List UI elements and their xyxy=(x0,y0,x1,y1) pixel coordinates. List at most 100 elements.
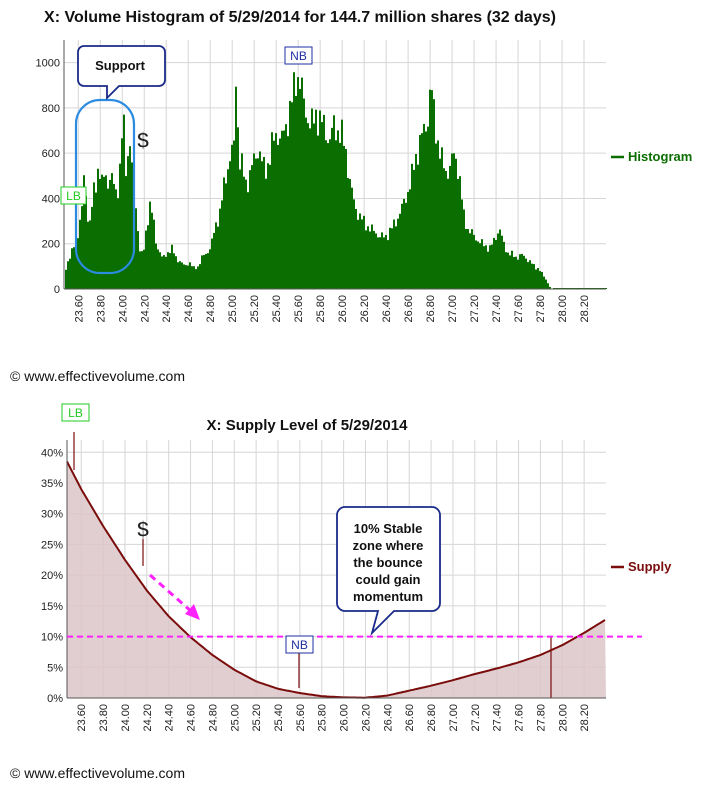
x-tick-label: 25.80 xyxy=(315,295,327,323)
histogram-bar xyxy=(225,183,227,289)
histogram-bar xyxy=(499,230,501,289)
histogram-bar xyxy=(357,220,359,289)
copyright-text: © www.effectivevolume.com xyxy=(10,368,185,384)
x-tick-label: 27.60 xyxy=(514,704,526,732)
histogram-bar xyxy=(257,158,259,289)
histogram-bar xyxy=(325,140,327,289)
histogram-bar xyxy=(479,243,481,289)
histogram-bar xyxy=(207,253,209,289)
histogram-bar xyxy=(343,146,345,289)
x-tick-label: 25.00 xyxy=(229,704,241,732)
y-tick-label: 10% xyxy=(41,632,63,644)
histogram-bar xyxy=(211,239,213,289)
histogram-bar xyxy=(377,237,379,289)
histogram-bar xyxy=(179,261,181,289)
histogram-bar xyxy=(245,180,247,289)
histogram-bar xyxy=(201,255,203,289)
histogram-bar xyxy=(429,90,431,289)
histogram-bar xyxy=(71,248,73,289)
histogram-bar xyxy=(131,162,133,289)
histogram-bar xyxy=(497,233,499,289)
histogram-bar xyxy=(151,213,153,289)
histogram-bar xyxy=(291,102,293,289)
x-tick-label: 25.00 xyxy=(227,295,239,323)
histogram-bar xyxy=(519,254,521,289)
histogram-bar xyxy=(327,143,329,289)
histogram-bar xyxy=(405,203,407,289)
histogram-bar xyxy=(121,138,123,289)
histogram-bar xyxy=(69,259,71,289)
histogram-bar xyxy=(379,237,381,289)
x-tick-label: 26.80 xyxy=(425,295,437,323)
histogram-bar xyxy=(411,164,413,289)
histogram-bar xyxy=(427,127,429,289)
x-tick-label: 24.40 xyxy=(161,295,173,323)
x-tick-label: 25.20 xyxy=(249,295,261,323)
histogram-bar xyxy=(389,228,391,289)
nb-marker: NB xyxy=(285,47,312,64)
y-tick-label: 25% xyxy=(41,539,63,551)
histogram-bar xyxy=(463,210,465,289)
histogram-bar xyxy=(365,230,367,289)
support-callout-text: Support xyxy=(95,58,145,73)
x-tick-label: 26.80 xyxy=(426,704,438,732)
histogram-bar xyxy=(143,250,145,289)
histogram-bar xyxy=(375,234,377,289)
histogram-bar xyxy=(481,239,483,289)
histogram-bar xyxy=(157,249,159,289)
histogram-bar xyxy=(235,87,237,289)
histogram-bar xyxy=(315,110,317,289)
y-tick-label: 15% xyxy=(41,601,63,613)
histogram-bar xyxy=(533,264,535,289)
histogram-bar xyxy=(187,266,189,289)
histogram-bar xyxy=(431,90,433,289)
histogram-bar xyxy=(275,133,277,289)
x-tick-label: 26.00 xyxy=(337,295,349,323)
histogram-bar xyxy=(321,122,323,289)
histogram-bar xyxy=(247,192,249,289)
histogram-bar xyxy=(205,254,207,289)
x-tick-label: 26.60 xyxy=(403,295,415,323)
histogram-bar xyxy=(243,177,245,289)
histogram-bar xyxy=(181,262,183,289)
histogram-bar xyxy=(65,270,67,289)
y-tick-label: 35% xyxy=(41,478,63,490)
histogram-bar xyxy=(453,153,455,289)
y-tick-label: 400 xyxy=(42,193,60,205)
y-tick-label: 200 xyxy=(42,239,60,251)
histogram-bar xyxy=(419,135,421,289)
histogram-bar xyxy=(183,264,185,289)
histogram-bar xyxy=(233,141,235,289)
histogram-bar xyxy=(523,256,525,289)
histogram-bar xyxy=(241,153,243,289)
histogram-bar xyxy=(433,99,435,289)
y-tick-label: 0% xyxy=(47,693,63,705)
x-tick-label: 28.00 xyxy=(557,704,569,732)
histogram-bar xyxy=(127,156,129,289)
histogram-bar xyxy=(147,225,149,289)
histogram-bar xyxy=(477,241,479,289)
dollar-icon: $ xyxy=(137,517,149,542)
histogram-bar xyxy=(487,252,489,289)
histogram-bar xyxy=(281,131,283,289)
histogram-bar xyxy=(483,246,485,289)
histogram-bar xyxy=(85,196,87,289)
callout-line-2: zone where xyxy=(353,538,424,553)
lb-label: LB xyxy=(68,406,83,420)
x-tick-label: 25.40 xyxy=(273,704,285,732)
histogram-bar xyxy=(249,170,251,289)
histogram-bar xyxy=(467,229,469,289)
histogram-bar xyxy=(209,249,211,289)
histogram-bar xyxy=(161,256,163,289)
histogram-bar xyxy=(333,115,335,289)
histogram-bar xyxy=(309,128,311,289)
y-tick-label: 1000 xyxy=(36,58,60,70)
histogram-bar xyxy=(423,124,425,289)
histogram-bar xyxy=(293,72,295,289)
copyright-text: © www.effectivevolume.com xyxy=(10,765,185,781)
histogram-bar xyxy=(455,159,457,289)
histogram-bar xyxy=(203,255,205,289)
histogram-bar xyxy=(117,198,119,289)
